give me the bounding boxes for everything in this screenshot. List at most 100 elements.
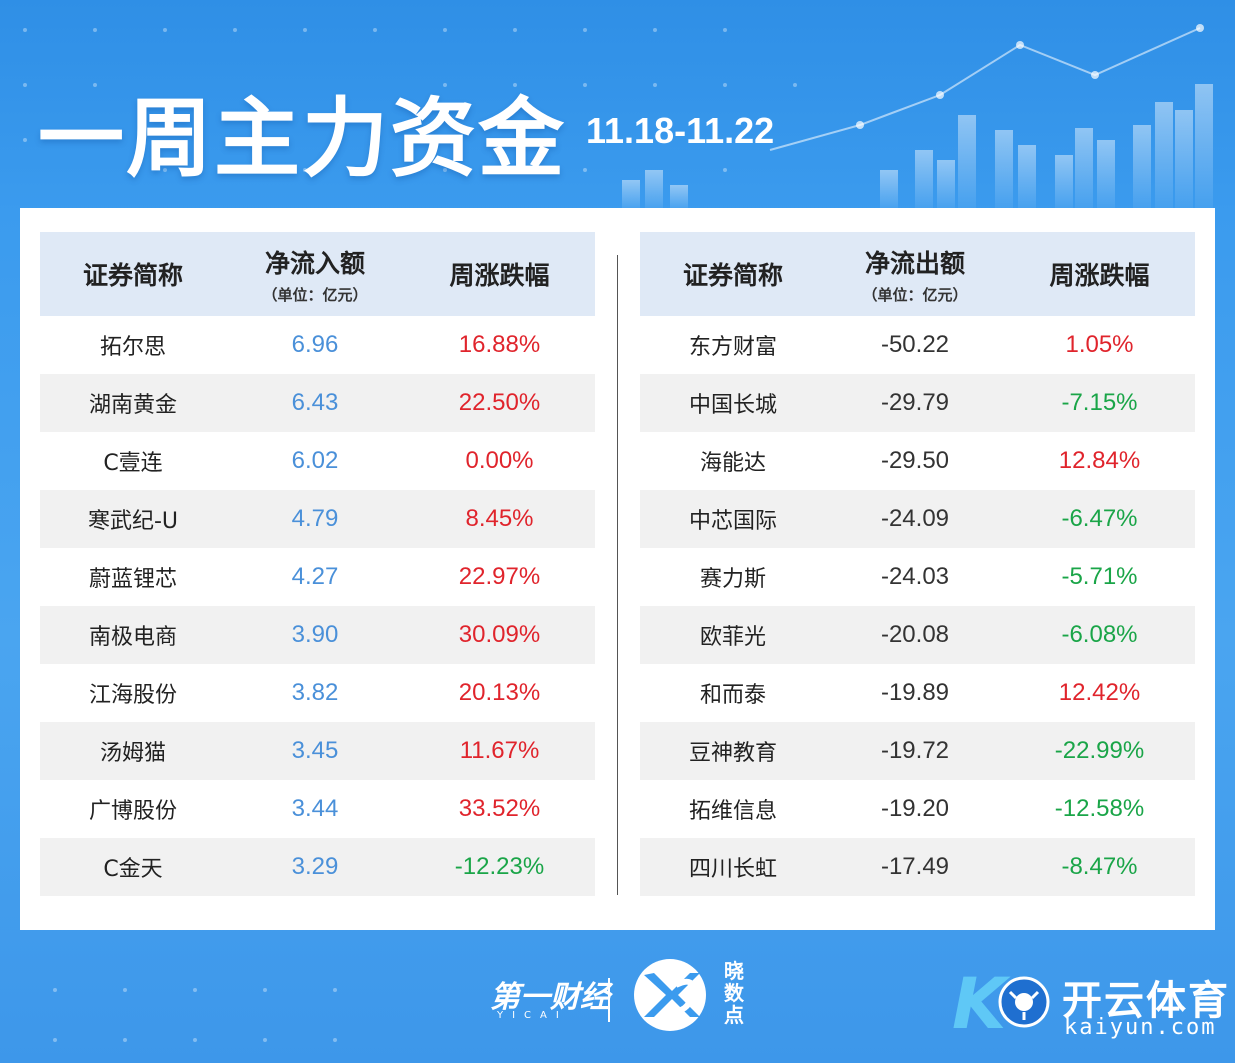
inflow-table: 证券简称 净流入额 （单位：亿元） 周涨跌幅 拓尔思 6.96 16.88% 湖南黄金 6…	[40, 232, 595, 896]
stock-name: 蔚蓝锂芯	[88, 567, 177, 592]
net-flow-value: 6.43	[226, 374, 404, 432]
table-row: C壹连 6.02 0.00%	[40, 432, 595, 490]
stock-name: 拓维信息	[688, 799, 777, 824]
weekly-change: 8.45%	[404, 490, 595, 548]
weekly-change: -6.08%	[1004, 606, 1195, 664]
weekly-change: -12.23%	[404, 838, 595, 896]
net-flow-value: -29.79	[826, 374, 1004, 432]
table-row: 蔚蓝锂芯 4.27 22.97%	[40, 548, 595, 606]
header-name: 证券简称	[40, 232, 226, 316]
table-header-row: 证券简称 净流出额 （单位：亿元） 周涨跌幅	[640, 232, 1195, 316]
net-flow-value: 6.96	[291, 331, 339, 358]
yicai-logo: 第一财经	[490, 980, 610, 1015]
header-value-label: 净流入额	[264, 248, 365, 278]
kaiyun-logo-icon: K	[952, 963, 1050, 1040]
stock-name: 南极电商	[40, 606, 226, 664]
stock-name: 拓尔思	[99, 335, 166, 360]
stock-name: 豆神教育	[640, 722, 826, 780]
header-value-unit: （单位：亿元）	[862, 285, 968, 304]
weekly-change: 20.13%	[458, 679, 541, 706]
weekly-change: 33.52%	[458, 795, 541, 822]
footer-separator	[608, 978, 610, 1022]
trend-line	[769, 27, 1201, 151]
header-value: 净流出额 （单位：亿元）	[826, 232, 1004, 316]
table-row: 广博股份 3.44 33.52%	[40, 780, 595, 838]
weekly-change: -22.99%	[1004, 722, 1195, 780]
table-row: 汤姆猫 3.45 11.67%	[40, 722, 595, 780]
header-change: 周涨跌幅	[1004, 232, 1195, 316]
bar-chart-decoration	[622, 84, 1213, 210]
table-header-row: 证券简称 净流入额 （单位：亿元） 周涨跌幅	[40, 232, 595, 316]
net-flow-value: 3.90	[226, 606, 404, 664]
stock-name: 四川长虹	[640, 838, 826, 896]
weekly-change: 12.84%	[1058, 447, 1141, 474]
outflow-table: 证券简称 净流出额 （单位：亿元） 周涨跌幅 东方财富 -50.22 1.05% 中国长…	[640, 232, 1195, 896]
table-row: 和而泰 -19.89 12.42%	[640, 664, 1195, 722]
weekly-change: 0.00%	[465, 447, 534, 474]
weekly-change: 22.97%	[458, 563, 541, 590]
weekly-change: -8.47%	[1004, 838, 1195, 896]
table-row: 海能达 -29.50 12.84%	[640, 432, 1195, 490]
weekly-change: -5.71%	[1061, 563, 1138, 590]
stock-name: 赛力斯	[699, 567, 766, 592]
net-flow-value: -20.08	[826, 606, 1004, 664]
kaiyun-brand-en: kaiyun.com	[1064, 1015, 1217, 1040]
table-row: 南极电商 3.90 30.09%	[40, 606, 595, 664]
table-row: 拓尔思 6.96 16.88%	[40, 316, 595, 374]
stock-name: 汤姆猫	[40, 722, 226, 780]
date-range: 11.18-11.22	[586, 110, 775, 151]
table-row: 赛力斯 -24.03 -5.71%	[640, 548, 1195, 606]
stock-name: 和而泰	[699, 683, 766, 708]
page-title: 一周主力资金	[38, 89, 566, 189]
header-value-label: 净流出额	[864, 248, 965, 278]
net-flow-value: -19.20	[880, 795, 950, 822]
stock-name: 中国长城	[640, 374, 826, 432]
table-row: C金天 3.29 -12.23%	[40, 838, 595, 896]
weekly-change: 12.42%	[1058, 679, 1141, 706]
header-value-unit: （单位：亿元）	[262, 285, 368, 304]
table-row: 江海股份 3.82 20.13%	[40, 664, 595, 722]
weekly-change: -6.47%	[1004, 490, 1195, 548]
net-flow-value: -29.50	[880, 447, 950, 474]
kaiyun-brand-cn: 开云体育	[1062, 978, 1230, 1024]
stock-name: 东方财富	[688, 335, 777, 360]
stock-name: 中芯国际	[640, 490, 826, 548]
inflow-table-body: 拓尔思 6.96 16.88% 湖南黄金 6.43 22.50% C壹连 6.02 0.00% 寒…	[40, 316, 595, 896]
table-row: 拓维信息 -19.20 -12.58%	[640, 780, 1195, 838]
stock-name: 江海股份	[88, 683, 177, 708]
weekly-change: 22.50%	[404, 374, 595, 432]
net-flow-value: 6.02	[291, 447, 339, 474]
net-flow-value: 3.45	[226, 722, 404, 780]
weekly-change: -7.15%	[1004, 374, 1195, 432]
dot-grid	[23, 28, 797, 1042]
net-flow-value: -50.22	[880, 331, 950, 358]
stock-name: 湖南黄金	[40, 374, 226, 432]
xiaoshudian-logo-icon	[634, 959, 706, 1031]
net-flow-value: 4.27	[291, 563, 339, 590]
stock-name: 海能达	[699, 451, 766, 476]
header-change: 周涨跌幅	[404, 232, 595, 316]
net-flow-value: -19.72	[826, 722, 1004, 780]
stock-name: 广博股份	[88, 799, 177, 824]
header-name: 证券简称	[640, 232, 826, 316]
table-row: 豆神教育 -19.72 -22.99%	[640, 722, 1195, 780]
header-value: 净流入额 （单位：亿元）	[226, 232, 404, 316]
weekly-change: -12.58%	[1054, 795, 1145, 822]
net-flow-value: -19.89	[880, 679, 950, 706]
table-row: 东方财富 -50.22 1.05%	[640, 316, 1195, 374]
stock-name: C壹连	[103, 451, 163, 476]
net-flow-value: 3.29	[226, 838, 404, 896]
table-row: 中国长城 -29.79 -7.15%	[640, 374, 1195, 432]
net-flow-value: -24.09	[826, 490, 1004, 548]
table-row: 中芯国际 -24.09 -6.47%	[640, 490, 1195, 548]
weekly-change: 30.09%	[404, 606, 595, 664]
net-flow-value: -24.03	[880, 563, 950, 590]
table-row: 四川长虹 -17.49 -8.47%	[640, 838, 1195, 896]
net-flow-value: -17.49	[826, 838, 1004, 896]
stock-name: C金天	[40, 838, 226, 896]
table-row: 寒武纪-U 4.79 8.45%	[40, 490, 595, 548]
stock-name: 欧菲光	[640, 606, 826, 664]
table-row: 湖南黄金 6.43 22.50%	[40, 374, 595, 432]
xiaoshudian-text: 晓数点	[724, 959, 744, 1027]
